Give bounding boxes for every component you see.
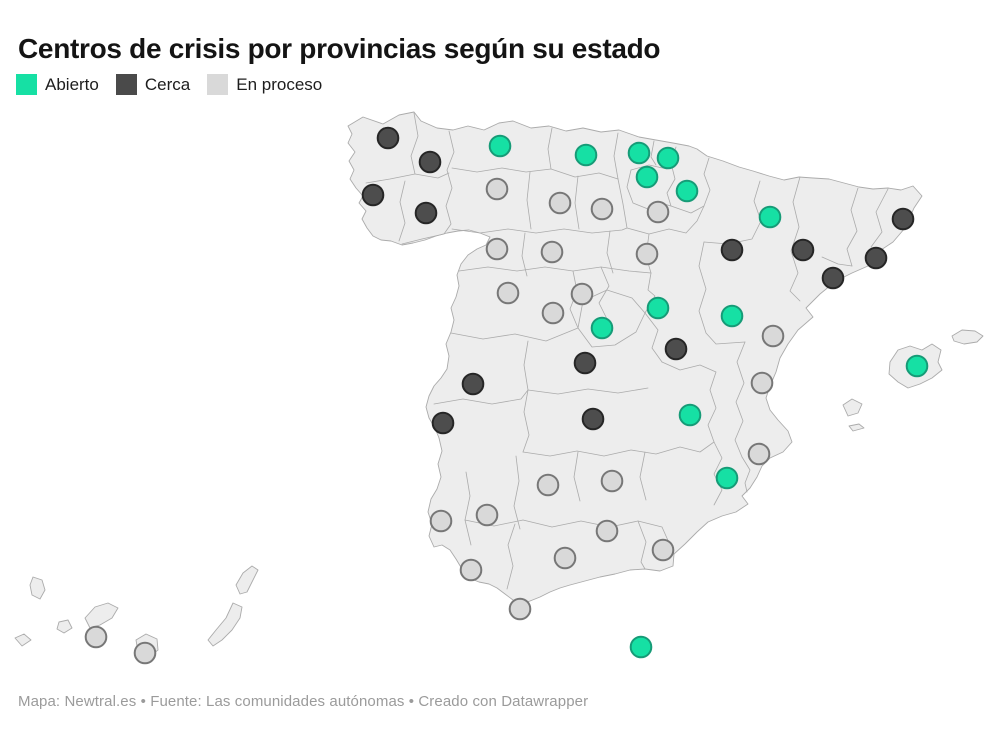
province-dot-en_proceso[interactable] <box>133 641 157 665</box>
province-dot-en_proceso[interactable] <box>651 538 675 562</box>
province-dot-cerca[interactable] <box>414 201 438 225</box>
province-dot-cerca[interactable] <box>864 246 888 270</box>
page-title: Centros de crisis por provincias según s… <box>18 32 661 64</box>
legend-item-abierto: Abierto <box>16 74 99 95</box>
province-dot-cerca[interactable] <box>791 238 815 262</box>
province-dot-en_proceso[interactable] <box>635 242 659 266</box>
province-dot-cerca[interactable] <box>581 407 605 431</box>
province-dot-abierto[interactable] <box>646 296 670 320</box>
island-el-hierro <box>14 633 32 647</box>
province-dot-en_proceso[interactable] <box>536 473 560 497</box>
province-dot-cerca[interactable] <box>418 150 442 174</box>
island-tenerife <box>84 602 119 629</box>
map-dots <box>84 126 929 665</box>
province-dot-cerca[interactable] <box>376 126 400 150</box>
province-dot-en_proceso[interactable] <box>485 177 509 201</box>
province-dot-cerca[interactable] <box>361 183 385 207</box>
island-lanzarote <box>235 565 259 595</box>
province-dot-en_proceso[interactable] <box>548 191 572 215</box>
province-dot-en_proceso[interactable] <box>541 301 565 325</box>
province-dot-en_proceso[interactable] <box>595 519 619 543</box>
province-dot-en_proceso[interactable] <box>84 625 108 649</box>
island-la-palma <box>29 576 46 600</box>
legend-item-en-proceso: En proceso <box>207 74 322 95</box>
province-dot-en_proceso[interactable] <box>540 240 564 264</box>
legend-label-abierto: Abierto <box>45 75 99 94</box>
province-dot-en_proceso[interactable] <box>750 371 774 395</box>
island-formentera <box>848 423 865 432</box>
legend-swatch-en-proceso <box>207 74 229 95</box>
province-dot-abierto[interactable] <box>715 466 739 490</box>
province-dot-en_proceso[interactable] <box>553 546 577 570</box>
province-dot-abierto[interactable] <box>905 354 929 378</box>
province-dot-en_proceso[interactable] <box>475 503 499 527</box>
legend-label-cerca: Cerca <box>144 75 191 94</box>
province-dot-abierto[interactable] <box>488 134 512 158</box>
spain-peninsula-landmass <box>347 111 923 605</box>
province-dot-abierto[interactable] <box>629 635 653 659</box>
island-ibiza <box>842 398 863 417</box>
legend-swatch-cerca <box>115 74 137 95</box>
province-dot-abierto[interactable] <box>758 205 782 229</box>
province-dot-en_proceso[interactable] <box>459 558 483 582</box>
province-dot-en_proceso[interactable] <box>590 197 614 221</box>
attribution-footer: Mapa: Newtral.es • Fuente: Las comunidad… <box>18 693 589 710</box>
province-dot-abierto[interactable] <box>635 165 659 189</box>
province-dot-en_proceso[interactable] <box>508 597 532 621</box>
province-borders <box>365 112 889 590</box>
province-dot-cerca[interactable] <box>664 337 688 361</box>
province-dot-en_proceso[interactable] <box>485 237 509 261</box>
province-dot-abierto[interactable] <box>720 304 744 328</box>
province-dot-abierto[interactable] <box>590 316 614 340</box>
legend: Abierto Cerca En proceso <box>16 74 339 95</box>
province-dot-cerca[interactable] <box>461 372 485 396</box>
province-dot-abierto[interactable] <box>656 146 680 170</box>
province-dot-abierto[interactable] <box>675 179 699 203</box>
province-dot-cerca[interactable] <box>431 411 455 435</box>
island-menorca <box>951 329 984 345</box>
island-fuerteventura <box>207 602 243 647</box>
province-dot-en_proceso[interactable] <box>747 442 771 466</box>
legend-swatch-abierto <box>16 74 37 95</box>
province-dot-en_proceso[interactable] <box>600 469 624 493</box>
legend-label-en-proceso: En proceso <box>236 75 323 94</box>
island-la-gomera <box>56 619 73 634</box>
province-dot-abierto[interactable] <box>627 141 651 165</box>
province-dot-en_proceso[interactable] <box>761 324 785 348</box>
province-dot-cerca[interactable] <box>821 266 845 290</box>
province-dot-cerca[interactable] <box>891 207 915 231</box>
province-dot-abierto[interactable] <box>574 143 598 167</box>
province-dot-en_proceso[interactable] <box>429 509 453 533</box>
province-dot-abierto[interactable] <box>678 403 702 427</box>
province-dot-en_proceso[interactable] <box>496 281 520 305</box>
province-dot-en_proceso[interactable] <box>570 282 594 306</box>
legend-item-cerca: Cerca <box>115 74 191 95</box>
province-dot-cerca[interactable] <box>573 351 597 375</box>
province-dot-cerca[interactable] <box>720 238 744 262</box>
province-dot-en_proceso[interactable] <box>646 200 670 224</box>
